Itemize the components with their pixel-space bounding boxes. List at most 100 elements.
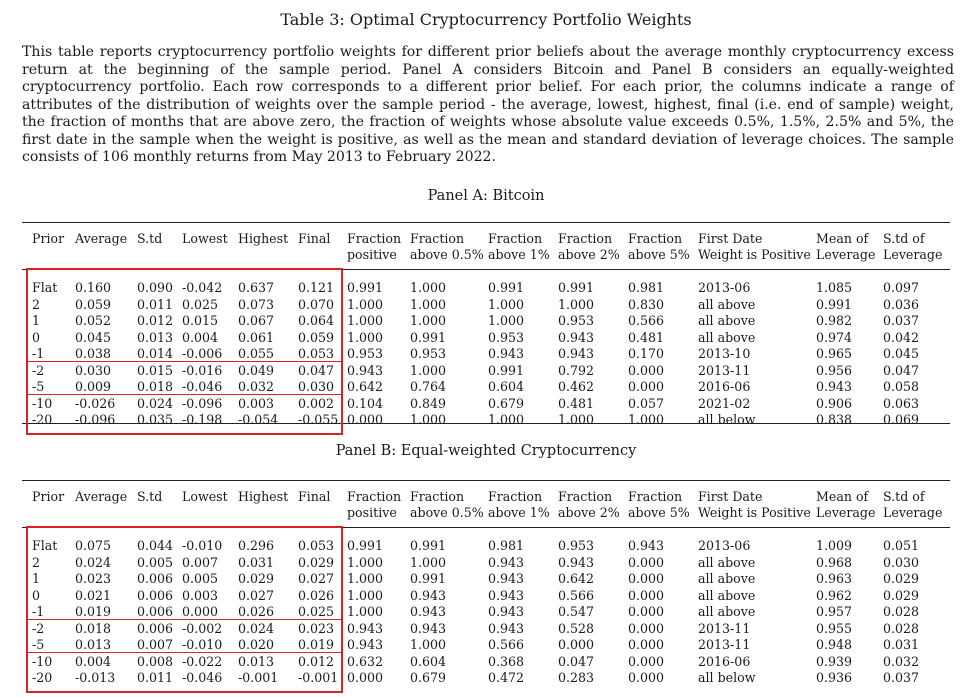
table-cell: 0.991 bbox=[347, 538, 384, 553]
table-cell: 1.000 bbox=[410, 313, 447, 328]
column-header: Average bbox=[75, 489, 127, 505]
table-cell: 0.849 bbox=[410, 395, 447, 411]
highlight-separator bbox=[26, 652, 343, 653]
table-row: 0 0.045 0.013 0.004 0.061 0.059 1.000 0.991 0.95… bbox=[22, 330, 950, 347]
table-cell: 0.005 bbox=[137, 554, 174, 570]
column-header-line: Final bbox=[298, 489, 331, 504]
column-header-line: Highest bbox=[238, 231, 289, 246]
table-cell: 1.000 bbox=[410, 296, 447, 312]
table-cell: 0.031 bbox=[883, 637, 920, 652]
column-header: Average bbox=[75, 231, 127, 247]
table-cell: 0.036 bbox=[883, 296, 920, 312]
table-caption: This table reports cryptocurrency portfo… bbox=[22, 44, 954, 165]
table-cell: 0.045 bbox=[75, 329, 112, 345]
table-cell: 1.000 bbox=[410, 412, 447, 427]
table-cell: 0.059 bbox=[298, 329, 335, 345]
table-cell: -5 bbox=[32, 637, 45, 652]
table-cell: 0.006 bbox=[137, 620, 174, 636]
table-cell: 0.953 bbox=[558, 538, 595, 553]
table-cell: 1.000 bbox=[347, 571, 384, 586]
table-cell: -0.054 bbox=[238, 412, 279, 427]
table-cell: 0.642 bbox=[558, 571, 595, 586]
table-cell: 0 bbox=[32, 587, 41, 603]
column-header-line: Lowest bbox=[182, 231, 228, 246]
table-cell: 0.838 bbox=[816, 412, 853, 427]
column-header-line: Weight is Positive bbox=[698, 505, 811, 520]
table-cell: 0.637 bbox=[238, 280, 275, 295]
column-header-line: Mean of bbox=[816, 231, 869, 246]
table-row: 1 0.052 0.012 0.015 0.067 0.064 1.000 1.000 1.00… bbox=[22, 313, 950, 330]
table-cell: 2013-11 bbox=[698, 637, 751, 652]
table-cell: 0.025 bbox=[182, 296, 219, 312]
table-row: 0 0.021 0.006 0.003 0.027 0.026 1.000 0.943 0.94… bbox=[22, 588, 950, 605]
column-header-line: Final bbox=[298, 231, 331, 246]
table-cell: 0.283 bbox=[558, 670, 595, 685]
column-header-line: Average bbox=[75, 489, 128, 504]
table-cell: 0.953 bbox=[410, 346, 447, 361]
table-cell: 0.014 bbox=[137, 346, 174, 361]
table-cell: 0.029 bbox=[883, 571, 920, 586]
column-header-line: Weight is Positive bbox=[698, 247, 811, 262]
column-header-line: Fraction bbox=[488, 231, 543, 246]
table-cell: 1.000 bbox=[558, 296, 595, 312]
table-cell: 0.953 bbox=[347, 346, 384, 361]
table-cell: 0.991 bbox=[410, 571, 447, 586]
table-cell: 0.007 bbox=[182, 554, 219, 570]
table-cell: 0.943 bbox=[347, 620, 384, 636]
table-cell: 0.982 bbox=[816, 313, 853, 328]
table-cell: 0.029 bbox=[298, 554, 335, 570]
table-cell: 0.943 bbox=[488, 620, 525, 636]
table-cell: 0.965 bbox=[816, 346, 853, 361]
column-header: Fraction above 5% bbox=[628, 231, 690, 263]
table-cell: 0.943 bbox=[558, 329, 595, 345]
table-cell: 0.038 bbox=[75, 346, 112, 361]
column-header: S.td of Leverage bbox=[883, 231, 942, 263]
table-cell: 0.013 bbox=[75, 637, 112, 652]
table-cell: 0.991 bbox=[410, 538, 447, 553]
table-cell: 0.472 bbox=[488, 670, 525, 685]
table-cell: 0.045 bbox=[883, 346, 920, 361]
table-cell: 0.991 bbox=[816, 296, 853, 312]
table-cell: 0.566 bbox=[558, 587, 595, 603]
table-cell: 0.000 bbox=[628, 571, 665, 586]
table-cell: -0.046 bbox=[182, 379, 223, 394]
table-cell: -0.013 bbox=[75, 670, 116, 685]
table-row: -10 0.004 0.008 -0.022 0.013 0.012 0.632 0.604 0… bbox=[22, 654, 950, 671]
table-cell: all above bbox=[698, 296, 756, 312]
table-header-rule bbox=[22, 527, 950, 528]
table-cell: 0.963 bbox=[816, 571, 853, 586]
table-cell: 0.011 bbox=[137, 670, 174, 685]
table-cell: 0.000 bbox=[628, 379, 665, 394]
table-cell: 0.047 bbox=[883, 362, 920, 378]
table-cell: 0.013 bbox=[238, 653, 275, 669]
table-cell: 0.943 bbox=[488, 571, 525, 586]
table-cell: 0.000 bbox=[628, 362, 665, 378]
table-cell: 0.957 bbox=[816, 604, 853, 619]
table-cell: 0.059 bbox=[75, 296, 112, 312]
table-cell: 0.018 bbox=[137, 379, 174, 394]
table-cell: 0.956 bbox=[816, 362, 853, 378]
table-cell: 0.000 bbox=[628, 653, 665, 669]
table-cell: -0.026 bbox=[75, 395, 116, 411]
table-cell: -20 bbox=[32, 412, 53, 427]
highlight-separator bbox=[26, 619, 343, 620]
column-header: Fraction above 1% bbox=[488, 489, 550, 521]
table-cell: 0.037 bbox=[883, 670, 920, 685]
table-cell: 0.070 bbox=[298, 296, 335, 312]
column-header: Highest bbox=[238, 489, 288, 505]
column-header: Highest bbox=[238, 231, 288, 247]
table-cell: 0.032 bbox=[883, 653, 920, 669]
table-cell: Flat bbox=[32, 280, 58, 295]
table-row: -20 -0.096 0.035 -0.198 -0.054 -0.055 0.000 1.0… bbox=[22, 412, 950, 429]
table-cell: 0.764 bbox=[410, 379, 447, 394]
table-cell: 1.000 bbox=[410, 637, 447, 652]
table-cell: 0.069 bbox=[883, 412, 920, 427]
table-cell: 1.000 bbox=[488, 412, 525, 427]
table-row: 1 0.023 0.006 0.005 0.029 0.027 1.000 0.991 0.94… bbox=[22, 571, 950, 588]
table-cell: 1.000 bbox=[347, 329, 384, 345]
table-cell: 0.906 bbox=[816, 395, 853, 411]
table-cell: all below bbox=[698, 412, 756, 427]
highlight-separator bbox=[26, 361, 343, 362]
table-cell: 0.948 bbox=[816, 637, 853, 652]
table-cell: 0.943 bbox=[628, 538, 665, 553]
